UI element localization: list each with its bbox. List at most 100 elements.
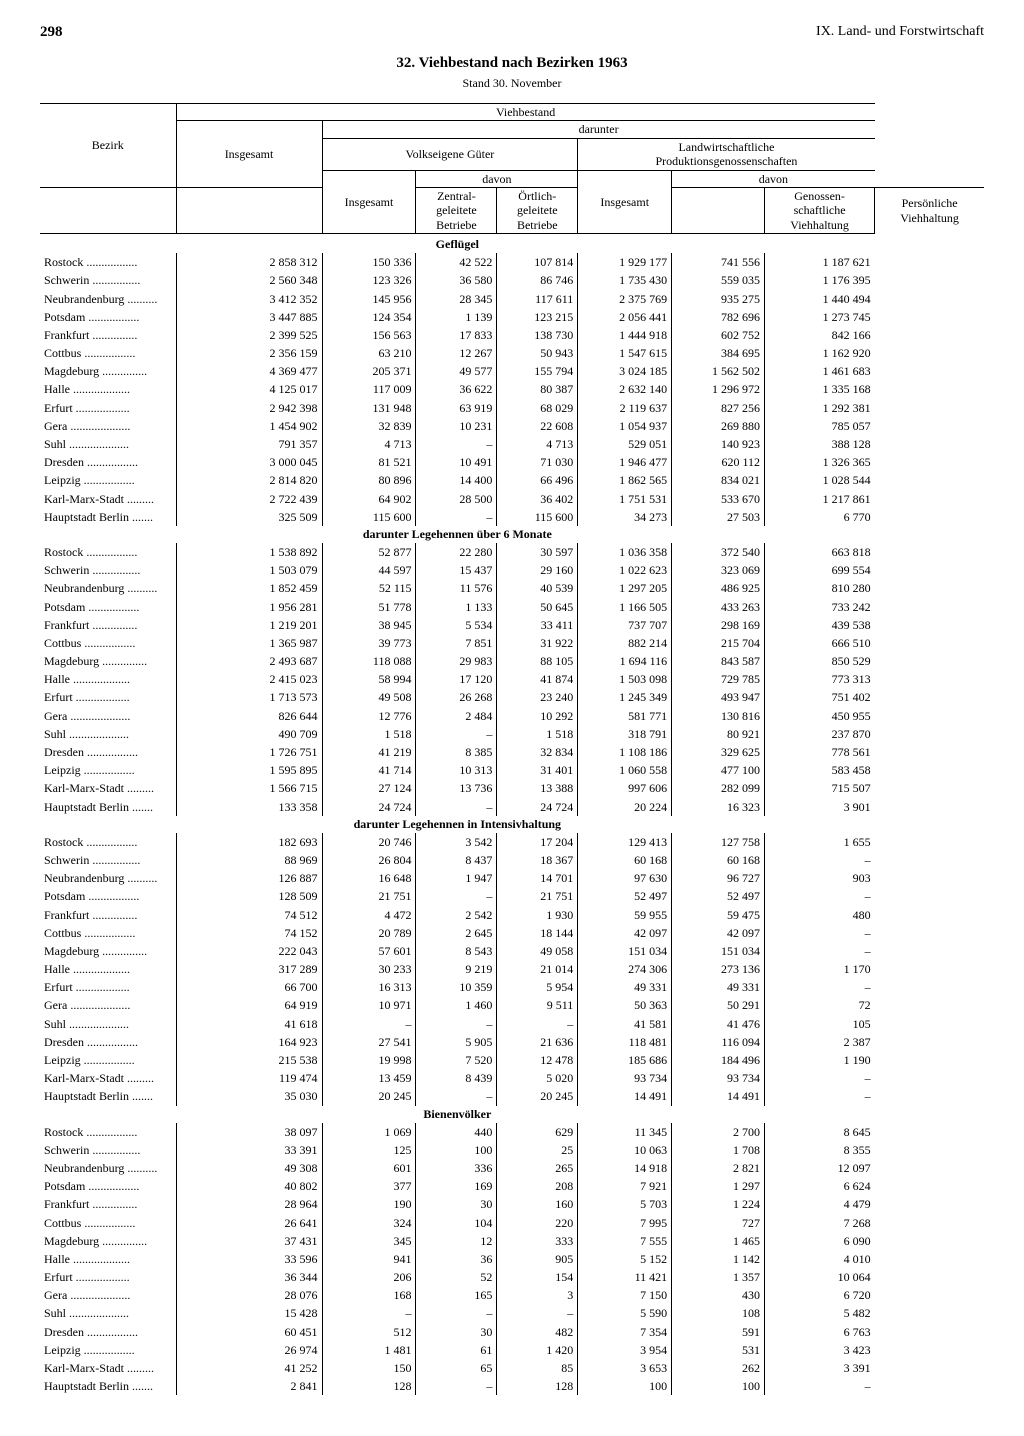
data-cell: 486 925 — [672, 579, 765, 597]
table-row: Dresden .................3 000 04581 521… — [40, 453, 984, 471]
bezirk-cell: Schwerin ................ — [40, 1141, 176, 1159]
data-cell: 7 851 — [416, 634, 497, 652]
page-number: 298 — [40, 24, 63, 41]
data-cell: 127 758 — [672, 833, 765, 851]
table-row: Erfurt ..................66 70016 31310 … — [40, 978, 984, 996]
data-cell: 7 354 — [578, 1323, 672, 1341]
table-row: Magdeburg ...............222 04357 6018 … — [40, 942, 984, 960]
table-row: Hauptstadt Berlin .......35 03020 245–20… — [40, 1087, 984, 1105]
data-cell: 2 375 769 — [578, 290, 672, 308]
data-cell: – — [416, 1377, 497, 1395]
data-cell: 38 945 — [322, 616, 416, 634]
table-row: Cottbus .................74 15220 7892 6… — [40, 924, 984, 942]
data-cell: 59 475 — [672, 906, 765, 924]
data-cell: 13 388 — [497, 779, 578, 797]
data-cell: 1 547 615 — [578, 344, 672, 362]
data-cell: 791 357 — [176, 435, 322, 453]
data-cell: 20 245 — [497, 1087, 578, 1105]
data-cell: 49 331 — [578, 978, 672, 996]
data-cell: 1 133 — [416, 598, 497, 616]
bezirk-cell: Gera .................... — [40, 707, 176, 725]
data-cell: 663 818 — [765, 543, 875, 561]
data-cell: 785 057 — [765, 417, 875, 435]
table-row: Halle ...................2 415 02358 994… — [40, 670, 984, 688]
bezirk-cell: Karl-Marx-Stadt ......... — [40, 1359, 176, 1377]
data-cell: 26 641 — [176, 1214, 322, 1232]
data-cell: 208 — [497, 1177, 578, 1195]
data-cell: 49 508 — [322, 688, 416, 706]
data-cell: 156 563 — [322, 326, 416, 344]
data-cell: 31 401 — [497, 761, 578, 779]
data-cell: 51 778 — [322, 598, 416, 616]
bezirk-cell: Hauptstadt Berlin ....... — [40, 798, 176, 816]
table-row: Hauptstadt Berlin .......2 841128–128100… — [40, 1377, 984, 1395]
data-cell: 20 746 — [322, 833, 416, 851]
data-cell: 2 399 525 — [176, 326, 322, 344]
data-cell: 41 252 — [176, 1359, 322, 1377]
bezirk-cell: Erfurt .................. — [40, 399, 176, 417]
table-row: Karl-Marx-Stadt .........2 722 43964 902… — [40, 490, 984, 508]
table-row: Hauptstadt Berlin .......133 35824 724–2… — [40, 798, 984, 816]
data-cell: 2 632 140 — [578, 380, 672, 398]
data-cell: 58 994 — [322, 670, 416, 688]
bezirk-cell: Magdeburg ............... — [40, 942, 176, 960]
data-cell: 1 036 358 — [578, 543, 672, 561]
data-cell: 741 556 — [672, 253, 765, 271]
data-cell: 3 412 352 — [176, 290, 322, 308]
data-cell: 185 686 — [578, 1051, 672, 1069]
data-cell: 10 292 — [497, 707, 578, 725]
data-cell: 1 357 — [672, 1268, 765, 1286]
data-cell: 1 170 — [765, 960, 875, 978]
data-cell: 34 273 — [578, 508, 672, 526]
data-cell: 324 — [322, 1214, 416, 1232]
data-cell: 629 — [497, 1123, 578, 1141]
data-cell: 317 289 — [176, 960, 322, 978]
data-cell: 882 214 — [578, 634, 672, 652]
bezirk-cell: Dresden ................. — [40, 1323, 176, 1341]
data-cell: 155 794 — [497, 362, 578, 380]
bezirk-cell: Suhl .................... — [40, 725, 176, 743]
data-cell: 1 273 745 — [765, 308, 875, 326]
bezirk-cell: Dresden ................. — [40, 453, 176, 471]
data-cell: 151 034 — [672, 942, 765, 960]
data-cell: 282 099 — [672, 779, 765, 797]
data-cell: 323 069 — [672, 561, 765, 579]
data-cell: 493 947 — [672, 688, 765, 706]
data-cell: 6 763 — [765, 1323, 875, 1341]
table-row: Frankfurt ...............74 5124 4722 54… — [40, 906, 984, 924]
table-row: Erfurt ..................2 942 398131 94… — [40, 399, 984, 417]
bezirk-cell: Dresden ................. — [40, 743, 176, 761]
data-cell: 61 — [416, 1341, 497, 1359]
col-pers: Persönliche Viehhaltung — [875, 187, 984, 233]
data-cell: 215 538 — [176, 1051, 322, 1069]
data-cell: 29 983 — [416, 652, 497, 670]
bezirk-cell: Leipzig ................. — [40, 471, 176, 489]
data-cell: 21 751 — [322, 887, 416, 905]
bezirk-cell: Cottbus ................. — [40, 344, 176, 362]
data-cell: 96 727 — [672, 869, 765, 887]
data-cell: 12 097 — [765, 1159, 875, 1177]
col-zentral: Zentral- geleitete Betriebe — [416, 187, 497, 233]
data-cell: 118 481 — [578, 1033, 672, 1051]
data-cell: 100 — [416, 1141, 497, 1159]
data-cell: 388 128 — [765, 435, 875, 453]
data-cell: – — [322, 1015, 416, 1033]
table-row: Neubrandenburg ..........126 88716 6481 … — [40, 869, 984, 887]
data-cell: 6 624 — [765, 1177, 875, 1195]
data-cell: 64 919 — [176, 996, 322, 1014]
main-table: Bezirk Viehbestand Insgesamt darunter Vo… — [40, 103, 984, 1395]
data-cell: 35 030 — [176, 1087, 322, 1105]
data-cell: 40 802 — [176, 1177, 322, 1195]
data-cell: 10 063 — [578, 1141, 672, 1159]
table-row: Potsdam .................40 802377169208… — [40, 1177, 984, 1195]
data-cell: 80 896 — [322, 471, 416, 489]
data-cell: 59 955 — [578, 906, 672, 924]
data-cell: 450 955 — [765, 707, 875, 725]
col-insgesamt: Insgesamt — [176, 121, 322, 188]
data-cell: 1 852 459 — [176, 579, 322, 597]
data-cell: 151 034 — [578, 942, 672, 960]
data-cell: 3 653 — [578, 1359, 672, 1377]
data-cell: 2 858 312 — [176, 253, 322, 271]
data-cell: – — [765, 942, 875, 960]
data-cell: 336 — [416, 1159, 497, 1177]
